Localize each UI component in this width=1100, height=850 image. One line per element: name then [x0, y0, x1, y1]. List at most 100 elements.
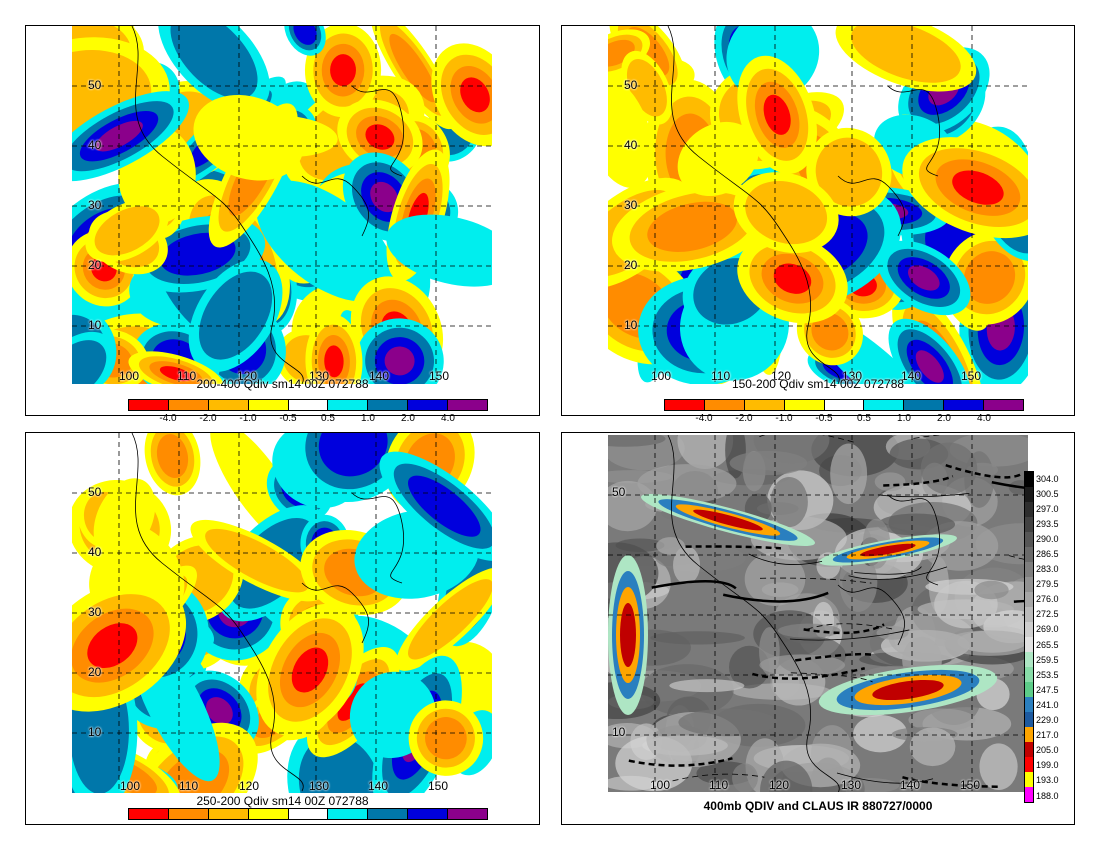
map-panel-claus-ir: 50 10 100 110 120 130 140 150 400mb QDIV… [561, 432, 1075, 825]
ir-color-bar-swatch [1025, 577, 1033, 592]
ir-color-bar-swatch [1025, 472, 1033, 487]
ir-label: 188.0 [1036, 790, 1059, 801]
color-bar-swatch [824, 400, 865, 410]
ir-color-bar-swatch [1025, 712, 1033, 727]
contour-region [255, 180, 395, 302]
ir-map [608, 435, 1028, 792]
ir-color-bar-labels: 304.0 300.5 297.0 293.5 290.0 286.5 283.… [1036, 471, 1076, 803]
color-bar-swatch [368, 809, 409, 819]
color-bar-swatch [448, 400, 488, 410]
qdiv-contour [945, 463, 1023, 479]
color-bar-swatch [984, 400, 1024, 410]
tick-label: -1.0 [775, 413, 793, 424]
ir-label: 304.0 [1036, 473, 1059, 484]
ir-color-bar-swatch [1025, 652, 1033, 667]
tick-label: -2.0 [735, 413, 753, 424]
qdiv-contour [722, 591, 829, 603]
tick-label: -0.5 [279, 413, 297, 424]
contour-region [330, 54, 356, 87]
qdiv-contour [672, 773, 765, 782]
contour-region [915, 350, 944, 383]
color-bar-swatch [368, 400, 409, 410]
contour-region [318, 433, 388, 477]
tick-label: -2.0 [199, 413, 217, 424]
contour-region [907, 265, 940, 291]
lat-label: 50 [88, 78, 102, 92]
qdiv-contour [628, 757, 733, 767]
color-bar [128, 808, 488, 820]
ir-label: 293.5 [1036, 518, 1059, 529]
qdiv-contour [883, 474, 954, 487]
color-bar-swatch [208, 809, 249, 819]
divergence-map [72, 433, 492, 793]
ir-color-bar-swatch [1025, 592, 1033, 607]
qdiv-contour [790, 672, 873, 683]
contour-region [408, 579, 492, 660]
ir-label: 286.5 [1036, 549, 1059, 560]
ir-color-bar-swatch [1025, 502, 1033, 517]
lon-label: 110 [709, 778, 729, 792]
contour-region [389, 33, 438, 103]
cloud-texture [830, 443, 868, 505]
contour-region [815, 137, 883, 207]
tick-label: 2.0 [401, 413, 415, 424]
qdiv-contour [913, 435, 943, 439]
tick-label: 4.0 [977, 413, 991, 424]
cloud-texture [673, 546, 701, 585]
convective-cloud [872, 679, 944, 701]
color-bar-swatch [208, 400, 249, 410]
ir-label: 247.5 [1036, 684, 1059, 695]
color-bar-swatch [784, 400, 825, 410]
ir-label: 229.0 [1036, 715, 1059, 726]
contour-region [365, 124, 395, 150]
tick-label: 1.0 [361, 413, 375, 424]
ir-color-bar-swatch [1025, 607, 1033, 622]
lon-label: 110 [179, 779, 199, 793]
color-bar-swatch [248, 809, 289, 819]
contour-region [963, 251, 1016, 304]
tick-label: 2.0 [937, 413, 951, 424]
color-bar-swatch [288, 809, 329, 819]
lon-label: 140 [368, 779, 389, 793]
contour-region [745, 180, 828, 245]
ir-color-bar-swatch [1025, 622, 1033, 637]
tick-label: 0.5 [321, 413, 335, 424]
lon-label: 130 [309, 369, 330, 383]
qdiv-contour [803, 623, 885, 635]
convective-cloud [693, 509, 763, 531]
ir-label: 199.0 [1036, 760, 1059, 771]
tick-label: -1.0 [239, 413, 257, 424]
color-bar-swatch [168, 809, 209, 819]
lat-label: 30 [88, 605, 102, 619]
divergence-map [608, 26, 1028, 384]
qdiv-contour [902, 776, 1000, 788]
ir-label: 290.0 [1036, 533, 1059, 544]
ir-label: 265.5 [1036, 639, 1059, 650]
cloud-texture [979, 743, 1018, 791]
cloud-texture [678, 708, 777, 737]
ir-color-bar-swatch [1025, 487, 1033, 502]
ir-label: 241.0 [1036, 699, 1059, 710]
qdiv-contour [789, 629, 910, 641]
ir-color-bar-swatch [1025, 637, 1033, 652]
lon-label: 100 [119, 369, 140, 383]
tick-label: -4.0 [159, 413, 177, 424]
contour-region [952, 170, 1004, 205]
cloud-texture [656, 537, 685, 555]
ir-color-bar-swatch [1025, 727, 1033, 742]
cloud-texture [669, 679, 745, 693]
ir-color-bar-swatch [1025, 667, 1033, 682]
qdiv-contour [748, 553, 823, 565]
cloud-texture [759, 654, 846, 676]
lat-label: 20 [88, 258, 102, 272]
contour-region [193, 95, 304, 181]
panel-title: 250-200 Qdiv sm14 00Z 072788 [196, 794, 369, 808]
lat-label: 40 [88, 545, 102, 559]
ir-label: 217.0 [1036, 730, 1059, 741]
ir-color-bar-swatch [1025, 772, 1033, 787]
lat-label: 40 [624, 138, 638, 152]
cloud-texture [853, 715, 908, 753]
contour-region [291, 647, 329, 693]
contour-region [199, 271, 273, 360]
lon-label: 130 [841, 778, 862, 792]
